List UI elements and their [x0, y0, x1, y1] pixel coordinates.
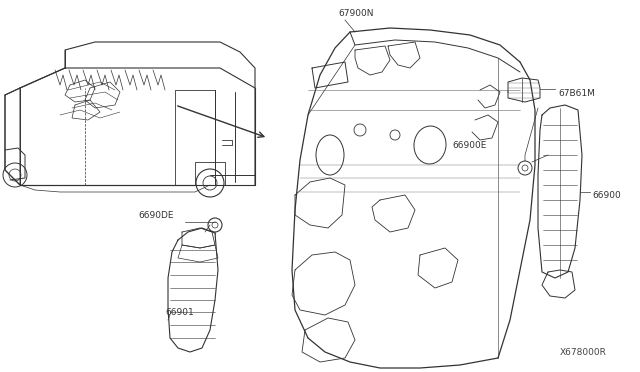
- Text: 66900E: 66900E: [452, 141, 486, 150]
- Text: X678000R: X678000R: [560, 348, 607, 357]
- Text: 66900: 66900: [592, 190, 621, 199]
- Text: 66901: 66901: [165, 308, 194, 317]
- Text: 6690DE: 6690DE: [138, 211, 173, 220]
- Text: 67900N: 67900N: [338, 9, 374, 18]
- Text: 67B61M: 67B61M: [558, 89, 595, 97]
